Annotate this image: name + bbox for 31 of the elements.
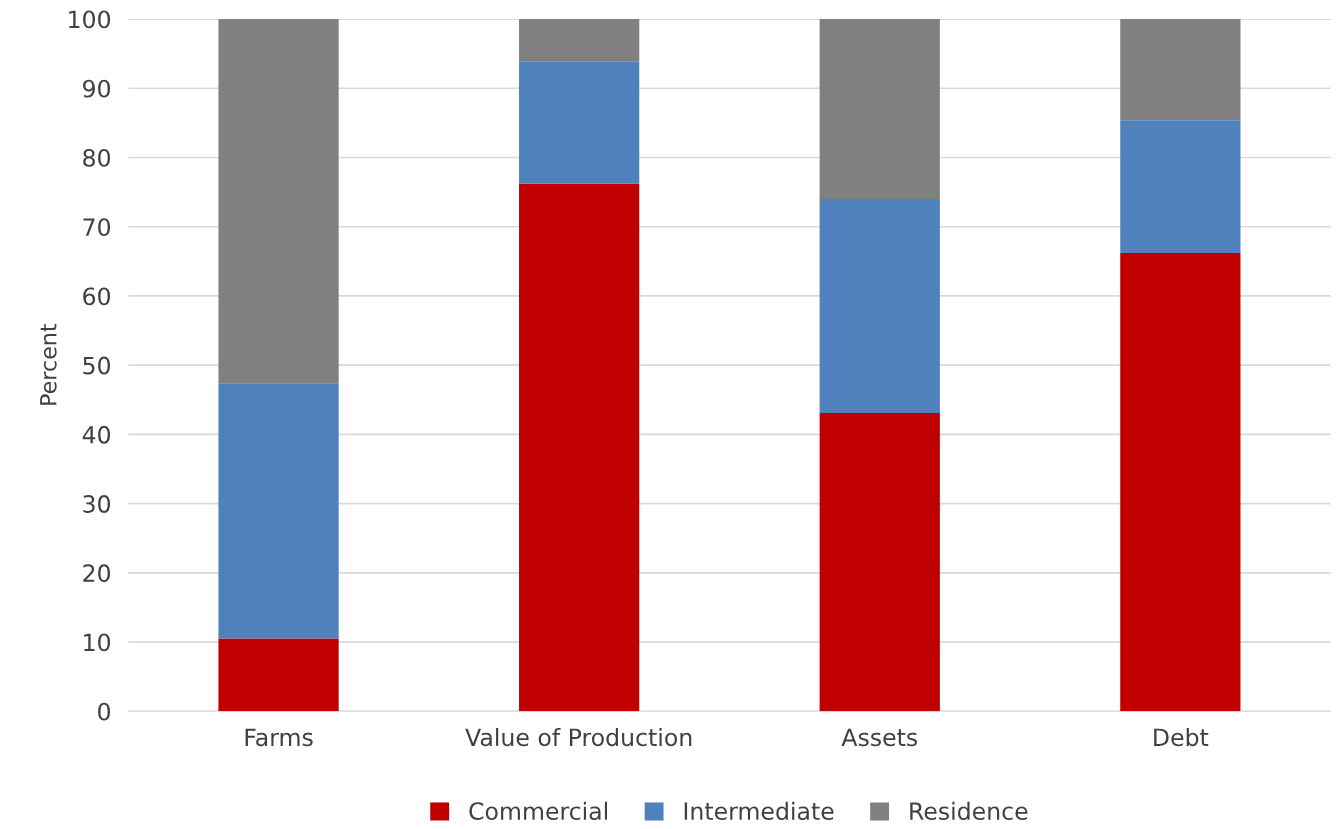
y-tick-label: 50: [83, 356, 111, 375]
x-tick-label: Assets: [841, 728, 918, 747]
y-tick-label: 80: [83, 148, 111, 167]
bar: [1120, 120, 1241, 254]
y-tick-label: 90: [83, 79, 111, 98]
bar: [819, 199, 940, 413]
bar: [519, 183, 640, 712]
bar: [519, 19, 640, 62]
bar: [519, 61, 640, 184]
bar: [1120, 19, 1241, 121]
y-tick-label: 0: [98, 702, 111, 721]
bar: [819, 19, 940, 200]
y-axis-title: Percent: [40, 323, 57, 405]
bar: [819, 412, 940, 712]
legend-label: Commercial: [469, 801, 608, 821]
bar: [218, 638, 339, 712]
y-tick-label: 20: [83, 564, 111, 583]
y-tick-label: 70: [83, 218, 111, 237]
legend-label: Intermediate: [684, 801, 834, 821]
legend-label: Residence: [910, 801, 1028, 821]
y-tick-label: 10: [84, 633, 111, 652]
y-tick-label: 60: [83, 287, 111, 306]
y-tick-label: 30: [83, 495, 111, 513]
bar: [218, 19, 339, 384]
x-tick-label: Value of Production: [465, 727, 692, 747]
y-tick-label: 100: [69, 10, 111, 29]
x-tick-label: Debt: [1154, 727, 1209, 747]
bar: [218, 383, 339, 639]
x-tick-label: Farms: [245, 728, 313, 747]
bar: [1120, 253, 1241, 712]
y-tick-label: 40: [82, 425, 111, 444]
